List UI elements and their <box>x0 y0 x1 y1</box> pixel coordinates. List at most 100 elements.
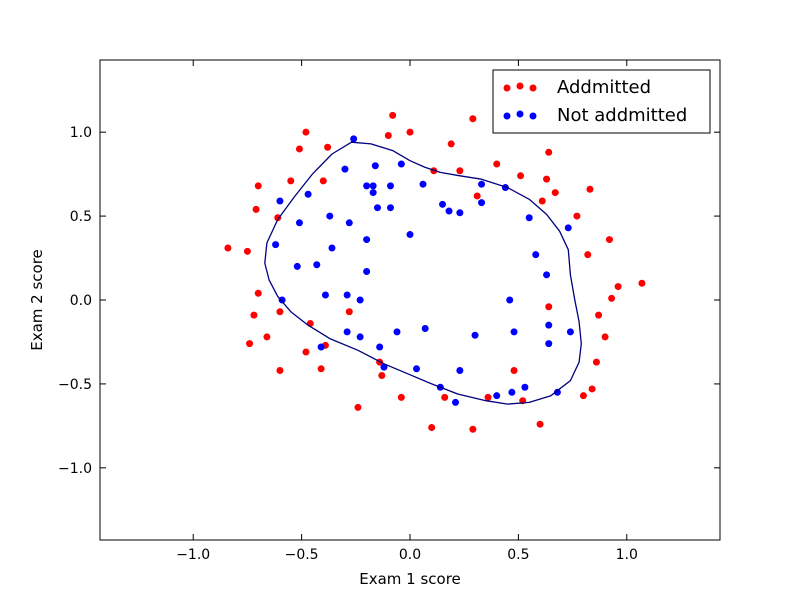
data-point <box>252 205 260 213</box>
data-point <box>445 207 453 215</box>
data-point <box>224 244 232 252</box>
data-point <box>371 162 379 170</box>
data-points <box>224 111 646 433</box>
data-point <box>478 199 486 207</box>
data-point <box>456 167 464 175</box>
data-point <box>324 143 332 151</box>
data-point <box>588 385 596 393</box>
data-point <box>545 321 553 329</box>
data-point <box>601 333 609 341</box>
data-point <box>545 148 553 156</box>
data-point <box>378 372 386 380</box>
data-point <box>363 182 371 190</box>
data-point <box>363 236 371 244</box>
data-point <box>428 424 436 432</box>
data-point <box>243 247 251 255</box>
data-point <box>456 209 464 217</box>
data-point <box>293 262 301 270</box>
data-point <box>592 358 600 366</box>
legend-marker <box>529 84 537 92</box>
x-tick-label: −0.5 <box>285 547 319 563</box>
data-point <box>566 328 574 336</box>
data-point <box>317 343 325 351</box>
data-point <box>276 366 284 374</box>
data-point <box>456 366 464 374</box>
data-point <box>579 392 587 400</box>
data-point <box>254 289 262 297</box>
legend-marker <box>516 110 524 118</box>
y-axis-label: Exam 2 score <box>28 249 46 351</box>
data-point <box>317 365 325 373</box>
data-point <box>313 261 321 269</box>
data-point <box>397 160 405 168</box>
legend-box <box>492 69 711 134</box>
data-point <box>389 111 397 119</box>
data-point <box>386 182 394 190</box>
data-point <box>272 241 280 249</box>
y-axis-ticks: −1.0 −0.5 0.0 0.5 1.0 <box>58 125 720 477</box>
data-point <box>295 145 303 153</box>
data-point <box>551 189 559 197</box>
data-point <box>302 128 310 136</box>
data-point <box>419 180 427 188</box>
data-point <box>254 182 262 190</box>
data-point <box>573 212 581 220</box>
data-point <box>278 296 286 304</box>
data-point <box>397 393 405 401</box>
data-point <box>343 291 351 299</box>
legend-marker <box>503 112 511 120</box>
data-point <box>471 331 479 339</box>
data-point <box>510 366 518 374</box>
y-tick-label: 1.0 <box>70 125 92 141</box>
data-point <box>326 212 334 220</box>
data-point <box>384 132 392 140</box>
data-point <box>517 172 525 180</box>
y-tick-label: −0.5 <box>58 377 92 393</box>
decision-boundary-layer <box>264 141 582 405</box>
data-point <box>369 182 377 190</box>
data-point <box>386 204 394 212</box>
legend-entries: Addmitted Not addmitted <box>503 77 687 126</box>
data-point <box>343 328 351 336</box>
data-point <box>276 197 284 205</box>
data-point <box>605 236 613 244</box>
series-not-admitted <box>272 135 574 406</box>
data-point <box>586 185 594 193</box>
data-point <box>608 294 616 302</box>
data-point <box>469 425 477 433</box>
data-point <box>595 311 603 319</box>
data-point <box>406 231 414 239</box>
data-point <box>473 192 481 200</box>
data-point <box>356 333 364 341</box>
data-point <box>406 128 414 136</box>
y-tick-label: 0.0 <box>70 293 92 309</box>
data-point <box>287 177 295 185</box>
series-admitted <box>224 111 646 433</box>
x-axis-ticks: −1.0 −0.5 0.0 0.5 1.0 <box>176 60 638 563</box>
data-point <box>564 224 572 232</box>
y-tick-label: −1.0 <box>58 461 92 477</box>
data-point <box>439 200 447 208</box>
data-point <box>508 388 516 396</box>
data-point <box>376 343 384 351</box>
data-point <box>350 135 358 143</box>
data-point <box>543 271 551 279</box>
data-point <box>478 180 486 188</box>
data-point <box>328 244 336 252</box>
data-point <box>319 177 327 185</box>
data-point <box>532 251 540 259</box>
data-point <box>380 363 388 371</box>
data-point <box>393 328 401 336</box>
data-point <box>302 348 310 356</box>
data-point <box>538 197 546 205</box>
data-point <box>421 325 429 333</box>
x-tick-label: 1.0 <box>616 547 638 563</box>
data-point <box>304 190 312 198</box>
data-point <box>536 420 544 428</box>
data-point <box>525 214 533 222</box>
data-point <box>345 219 353 227</box>
data-point <box>354 403 362 411</box>
data-point <box>545 303 553 311</box>
legend-label: Addmitted <box>557 77 651 98</box>
